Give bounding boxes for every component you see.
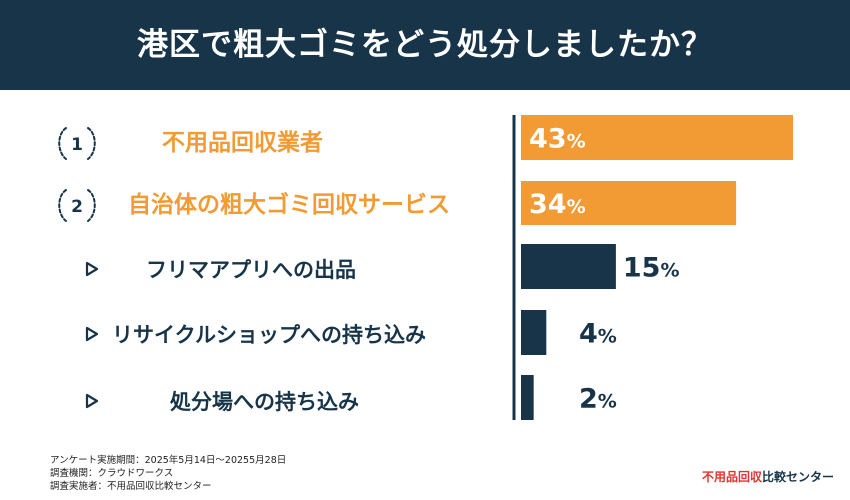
bar-5 (521, 375, 534, 420)
rank-2-number: 2 (71, 197, 83, 217)
survey-organization: 調査機関：クラウドワークス (50, 468, 174, 479)
category-row-1: 1 不用品回収業者 (0, 113, 515, 173)
play-bullet-icon (85, 261, 99, 277)
rank-1-number: 1 (71, 135, 83, 155)
bar-2 (521, 181, 737, 225)
category-row-4: リサイクルショップへの持ち込み (0, 305, 515, 365)
category-label-4: リサイクルショップへの持ち込み (112, 323, 426, 347)
category-label-1: 不用品回収業者 (162, 130, 323, 156)
bar-1 (521, 115, 793, 160)
category-row-2: 2 自治体の粗大ゴミ回収サービス (0, 175, 515, 235)
page-title: 港区で粗大ゴミをどう処分しましたか？ (137, 27, 713, 63)
header-bar: 港区で粗大ゴミをどう処分しましたか？ (0, 0, 850, 90)
category-row-5: 処分場への持ち込み (0, 372, 515, 432)
survey-notes: アンケート実施期間：2025年5月14日〜20255月28日 調査機関：クラウド… (50, 454, 286, 493)
category-label-3: フリマアプリへの出品 (146, 258, 356, 282)
bar-3 (521, 244, 616, 289)
logo-red-text: 不用品回収 (702, 470, 763, 484)
survey-implementer: 調査実施者：不用品回収比較センター (50, 481, 212, 492)
bar-value-label-5: 2% (579, 384, 617, 415)
bar-value-label-4: 4% (579, 319, 617, 350)
bar-value-label-3: 15% (623, 253, 680, 284)
bar-4 (521, 310, 547, 355)
survey-period: アンケート実施期間：2025年5月14日〜20255月28日 (50, 455, 287, 466)
rank-2-laurel-icon: 2 (58, 189, 96, 222)
play-bullet-icon (85, 393, 99, 409)
category-label-5: 処分場への持ち込み (170, 390, 359, 414)
category-row-3: フリマアプリへの出品 (0, 240, 515, 300)
brand-logo: 不用品回収比較センター (702, 468, 834, 485)
rank-1-laurel-icon: 1 (58, 127, 96, 160)
play-bullet-icon (85, 326, 99, 342)
bar-value-label-1: 43% (529, 124, 586, 155)
category-label-2: 自治体の粗大ゴミ回収サービス (128, 192, 450, 218)
logo-dark-text: 比較センター (762, 470, 835, 484)
bar-value-label-2: 34% (529, 189, 586, 220)
